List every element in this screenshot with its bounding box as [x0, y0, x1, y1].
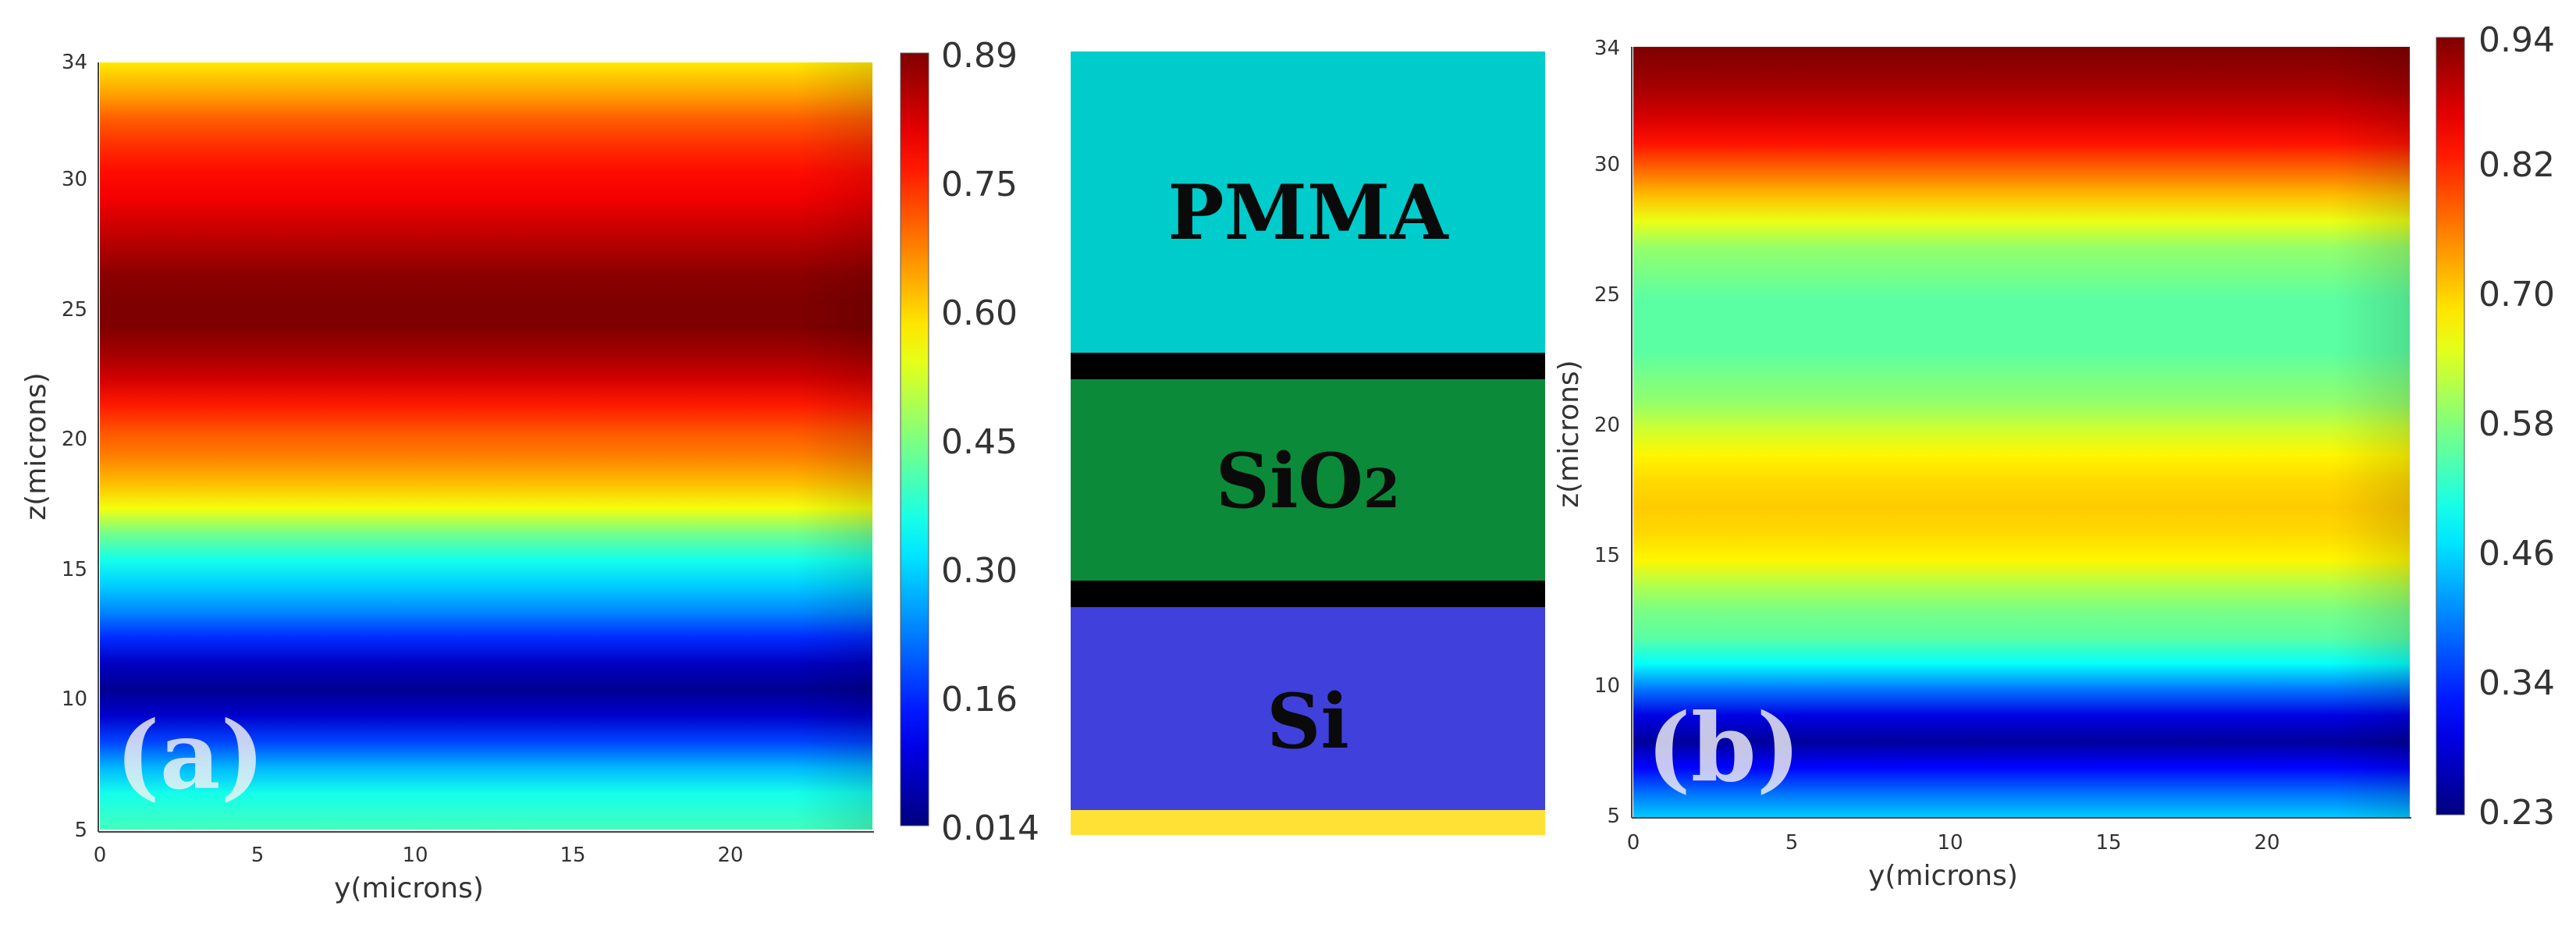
- ytick-a-34: 34: [62, 51, 87, 74]
- ytick-a-10: 10: [62, 688, 87, 711]
- ytick-a-20: 20: [62, 428, 87, 451]
- separator-bottom: [1071, 581, 1545, 607]
- cbtick-b-2: 0.46: [2478, 534, 2555, 574]
- cbtick-b-0: 0.23: [2478, 793, 2555, 833]
- ytick-b-10: 10: [1594, 674, 1620, 698]
- colorbar-a: [900, 52, 929, 826]
- ytick-a-25: 25: [62, 298, 87, 322]
- pmma-layer: [1071, 52, 1545, 353]
- cbtick-a-3: 0.45: [941, 422, 1018, 462]
- xtick-b-10: 10: [1937, 831, 1963, 855]
- cbtick-b-4: 0.70: [2478, 275, 2555, 314]
- cbtick-a-2: 0.30: [941, 551, 1018, 591]
- ytick-b-20: 20: [1594, 414, 1620, 437]
- xtick-a-10: 10: [402, 844, 428, 867]
- xtick-b-15: 15: [2095, 831, 2121, 855]
- ytick-a-15: 15: [62, 558, 87, 581]
- panel-label-b: (b): [1647, 693, 1800, 803]
- xtick-a-20: 20: [717, 844, 743, 867]
- ytick-a-5: 5: [74, 819, 87, 842]
- cbtick-b-3: 0.58: [2478, 404, 2555, 444]
- si-label: Si: [1267, 677, 1349, 766]
- pmma-label: PMMA: [1167, 169, 1449, 257]
- xtick-b-20: 20: [2254, 831, 2279, 855]
- layer-diagram: PMMA SiO2 Si: [1071, 52, 1545, 835]
- ytick-b-5: 5: [1607, 805, 1620, 828]
- xtick-a-15: 15: [560, 844, 585, 867]
- sio2-label: SiO2: [1216, 437, 1401, 525]
- xlabel-b: y(microns): [1868, 860, 2018, 892]
- ytick-b-25: 25: [1594, 283, 1620, 307]
- cbtick-a-6: 0.89: [941, 36, 1018, 76]
- cbtick-b-6: 0.94: [2478, 20, 2555, 60]
- colorbar-b: [2436, 37, 2465, 816]
- xlabel-a: y(microns): [334, 872, 484, 904]
- separator-top: [1071, 353, 1545, 379]
- xtick-a-0: 0: [94, 844, 107, 867]
- xtick-b-5: 5: [1785, 831, 1799, 855]
- substrate-layer: [1071, 810, 1545, 835]
- cbtick-b-5: 0.82: [2478, 145, 2555, 185]
- cbtick-a-1: 0.16: [941, 680, 1018, 720]
- ylabel-b: z(microns): [1553, 360, 1585, 507]
- xtick-a-5: 5: [251, 844, 265, 867]
- cbtick-b-1: 0.34: [2478, 663, 2555, 703]
- ytick-b-15: 15: [1594, 544, 1620, 567]
- panel-a: 5 10 15 20 25 30 34 0 5 10 15 20 y(micro…: [20, 36, 1039, 904]
- heatmap-b-edge-shade: [1633, 47, 2410, 817]
- heatmap-a-edge-shade: [100, 62, 872, 830]
- panel-b: 5 10 15 20 25 30 34 0 5 10 15 20 y(micro…: [1553, 20, 2555, 892]
- ytick-b-30: 30: [1594, 153, 1620, 176]
- xtick-b-0: 0: [1627, 831, 1640, 855]
- ylabel-a: z(microns): [20, 372, 52, 520]
- ytick-b-34: 34: [1594, 37, 1620, 60]
- cbtick-a-0: 0.014: [941, 808, 1039, 848]
- ytick-a-30: 30: [62, 168, 87, 191]
- cbtick-a-4: 0.60: [941, 293, 1018, 333]
- sio2-label-main: SiO: [1216, 437, 1363, 525]
- si-layer: [1071, 607, 1545, 810]
- cbtick-a-5: 0.75: [941, 165, 1018, 204]
- sio2-layer: [1071, 379, 1545, 581]
- panel-label-a: (a): [115, 701, 265, 811]
- sio2-label-sub: 2: [1363, 458, 1400, 521]
